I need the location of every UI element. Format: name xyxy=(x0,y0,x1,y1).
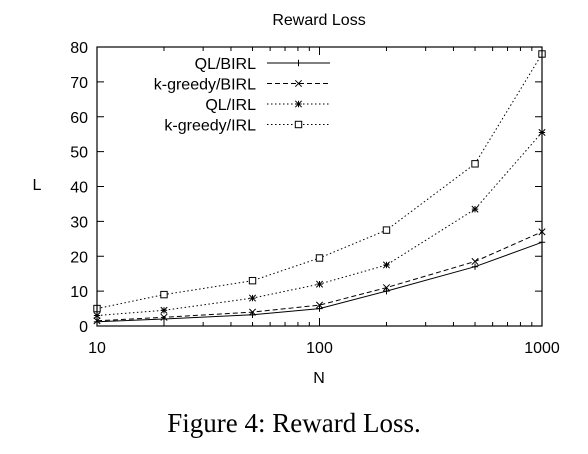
data-point-star xyxy=(160,306,168,314)
y-tick-label: 20 xyxy=(70,249,88,266)
y-tick-label: 40 xyxy=(70,180,88,197)
y-tick-label: 70 xyxy=(70,75,88,92)
series-line-2 xyxy=(96,132,543,316)
data-point-square xyxy=(382,226,391,234)
data-point-cross xyxy=(160,313,168,321)
chart-title: Reward Loss xyxy=(272,12,365,29)
y-tick-label: 0 xyxy=(79,319,88,336)
data-point-cross xyxy=(471,257,479,266)
data-point-plus xyxy=(471,263,479,270)
data-point-star xyxy=(382,261,391,269)
legend-marker-cross xyxy=(294,79,303,88)
data-point-star xyxy=(315,280,324,288)
data-point-plus xyxy=(383,287,390,295)
legend-label: QL/IRL xyxy=(205,97,256,114)
data-point-star xyxy=(471,205,479,213)
figure-caption: Figure 4: Reward Loss. xyxy=(167,408,421,438)
legend-label: k-greedy/BIRL xyxy=(154,77,256,94)
y-tick-label: 60 xyxy=(70,110,88,127)
data-point-cross xyxy=(382,284,391,292)
data-markers xyxy=(93,50,546,326)
x-axis-label: N xyxy=(313,370,325,387)
data-point-square xyxy=(248,276,257,285)
y-tick-label: 80 xyxy=(70,40,88,57)
y-tick-label: 50 xyxy=(70,145,88,162)
data-point-square xyxy=(315,254,324,262)
legend-label: QL/BIRL xyxy=(195,56,256,73)
data-point-cross xyxy=(315,301,324,309)
legend-marker-plus xyxy=(295,59,302,67)
x-tick-label: 10 xyxy=(88,340,106,357)
plot-frame xyxy=(96,46,543,327)
legend-marker-star xyxy=(294,100,303,108)
data-point-star xyxy=(248,294,257,302)
legend: QL/BIRL k-greedy/BIRL QL/IRL k-greedy/IRL xyxy=(154,56,330,135)
x-tick-label: 1000 xyxy=(524,340,560,357)
y-tick-label: 30 xyxy=(70,214,88,231)
data-point-square xyxy=(471,160,479,168)
data-point-cross xyxy=(248,308,257,316)
legend-label: k-greedy/IRL xyxy=(164,118,256,135)
data-point-plus xyxy=(316,305,323,312)
legend-marker-square xyxy=(294,120,303,129)
y-tick-label: 10 xyxy=(70,284,88,301)
data-point-square xyxy=(160,290,168,299)
x-tick-label: 100 xyxy=(306,340,333,357)
y-axis-label: L xyxy=(33,177,42,194)
